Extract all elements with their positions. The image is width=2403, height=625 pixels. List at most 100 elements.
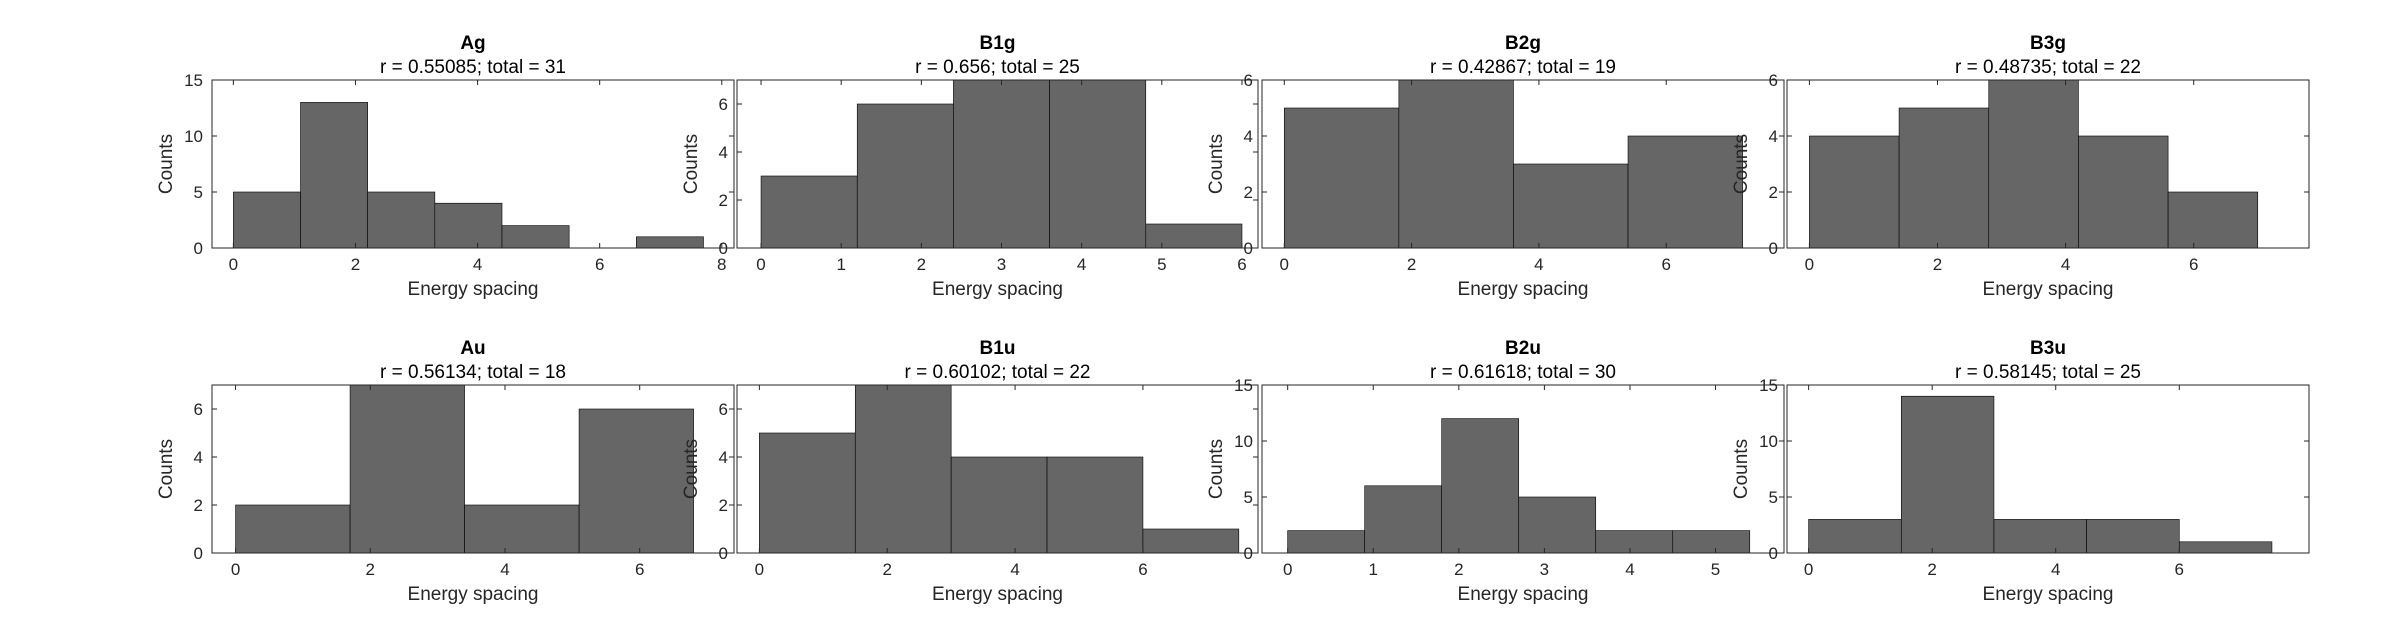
y-tick-label: 10: [1234, 432, 1253, 451]
y-tick-label: 0: [1769, 239, 1778, 258]
histogram-bar: [1513, 163, 1629, 249]
x-tick-label: 6: [2175, 560, 2184, 579]
histogram-bar: [1808, 519, 1902, 554]
axes-frame: [211, 79, 735, 249]
x-tick-label: 6: [1138, 560, 1147, 579]
y-tick-label: 6: [719, 95, 728, 114]
histogram-bar: [1988, 79, 2079, 249]
x-tick-label: 1: [1369, 560, 1378, 579]
y-tick-label: 0: [1244, 544, 1253, 563]
y-tick-label: 4: [1244, 127, 1253, 146]
x-axis-label: Energy spacing: [1983, 584, 2114, 605]
histogram-bar: [856, 103, 954, 249]
histogram-panel-B2u: 0 1 2 3 4 5 0 5 10 15 B2u r = 0.61618; total = 30 En…: [1206, 338, 1785, 605]
x-tick-label: 5: [1157, 255, 1166, 274]
panel-title: B1u: [980, 338, 1016, 359]
axes-frame: [1786, 79, 2310, 249]
axes-frame: [211, 384, 735, 554]
y-tick-label: 15: [1234, 376, 1253, 395]
x-tick-label: 0: [1283, 560, 1292, 579]
histogram-bar: [854, 384, 952, 554]
histogram-panel-B3g: 0 2 4 6 0 2 4 6 B3g r = 0.48735; total = 22 Energy…: [1731, 33, 2310, 300]
panel-subtitle: r = 0.60102; total = 22: [905, 362, 1091, 383]
y-tick-label: 0: [1244, 239, 1253, 258]
histogram-bar: [2178, 541, 2273, 554]
panel-title: B3u: [2030, 338, 2066, 359]
axes-frame: [736, 384, 1259, 554]
histogram-bar: [235, 504, 351, 554]
x-tick-label: 0: [755, 560, 764, 579]
histogram-bar: [2086, 519, 2180, 554]
x-tick-label: 4: [2051, 560, 2060, 579]
y-tick-label: 15: [1759, 376, 1778, 395]
y-axis-label: Counts: [156, 439, 177, 499]
x-tick-label: 2: [1927, 560, 1936, 579]
histogram-bar: [464, 504, 580, 554]
axes-frame: [1786, 384, 2310, 554]
histogram-bar: [1518, 496, 1597, 554]
x-tick-label: 0: [229, 255, 238, 274]
panel-subtitle: r = 0.42867; total = 19: [1430, 57, 1616, 78]
panel-subtitle: r = 0.55085; total = 31: [380, 57, 566, 78]
x-tick-label: 4: [2061, 255, 2070, 274]
panel-title: Ag: [460, 33, 485, 54]
histogram-bar: [2167, 191, 2259, 249]
x-tick-label: 2: [366, 560, 375, 579]
x-tick-label: 2: [882, 560, 891, 579]
histogram-panel-B1u: 0 2 4 6 0 2 4 6 B1u r = 0.60102; total = 22 Energy…: [681, 338, 1259, 605]
y-tick-label: 0: [719, 239, 728, 258]
x-tick-label: 0: [1804, 560, 1813, 579]
histogram-bar: [1049, 79, 1147, 249]
x-tick-label: 6: [1661, 255, 1670, 274]
x-axis-label: Energy spacing: [408, 584, 539, 605]
y-tick-label: 15: [184, 71, 203, 90]
histogram-bar: [300, 102, 368, 249]
histogram-bar: [1595, 530, 1674, 554]
histogram-bar: [636, 236, 704, 249]
x-tick-label: 3: [1540, 560, 1549, 579]
x-tick-label: 2: [1454, 560, 1463, 579]
x-tick-label: 6: [595, 255, 604, 274]
histogram-bar: [1900, 395, 1995, 554]
y-tick-label: 0: [194, 544, 203, 563]
y-axis-label: Counts: [681, 134, 702, 194]
axes-frame: [1261, 79, 1785, 249]
y-tick-label: 2: [719, 191, 728, 210]
histogram-bar: [501, 225, 570, 249]
x-axis-label: Energy spacing: [932, 279, 1063, 300]
histogram-bar: [1627, 135, 1743, 249]
y-tick-label: 2: [1244, 183, 1253, 202]
x-tick-label: 4: [1010, 560, 1019, 579]
histogram-bar: [1287, 530, 1365, 554]
x-tick-label: 2: [351, 255, 360, 274]
panel-title: B3g: [2030, 33, 2066, 54]
y-tick-label: 2: [1769, 183, 1778, 202]
panel-title: B2g: [1505, 33, 1541, 54]
y-axis-label: Counts: [1731, 134, 1752, 194]
x-tick-label: 0: [756, 255, 765, 274]
histogram-bar: [1142, 528, 1240, 554]
histogram-bar: [1145, 223, 1243, 249]
histogram-bar: [1046, 456, 1144, 554]
x-tick-label: 4: [1534, 255, 1543, 274]
x-tick-label: 3: [997, 255, 1006, 274]
histogram-bar: [1672, 530, 1751, 554]
y-tick-label: 2: [719, 496, 728, 515]
histogram-bar: [434, 202, 503, 249]
x-tick-label: 6: [2189, 255, 2198, 274]
histogram-panel-B3u: 0 2 4 6 0 5 10 15 B3u r = 0.58145; total = 25 Ener…: [1731, 338, 2310, 605]
x-tick-label: 5: [1711, 560, 1720, 579]
x-tick-label: 6: [635, 560, 644, 579]
y-tick-label: 6: [1244, 71, 1253, 90]
y-axis-label: Counts: [1206, 439, 1227, 499]
histogram-bar: [953, 79, 1050, 249]
y-tick-label: 6: [719, 400, 728, 419]
x-axis-label: Energy spacing: [408, 279, 539, 300]
histogram-bar: [1398, 79, 1514, 249]
histogram-bar: [760, 175, 858, 249]
x-axis-label: Energy spacing: [932, 584, 1063, 605]
x-tick-label: 4: [1625, 560, 1634, 579]
y-tick-label: 5: [194, 183, 203, 202]
panel-title: B2u: [1505, 338, 1541, 359]
